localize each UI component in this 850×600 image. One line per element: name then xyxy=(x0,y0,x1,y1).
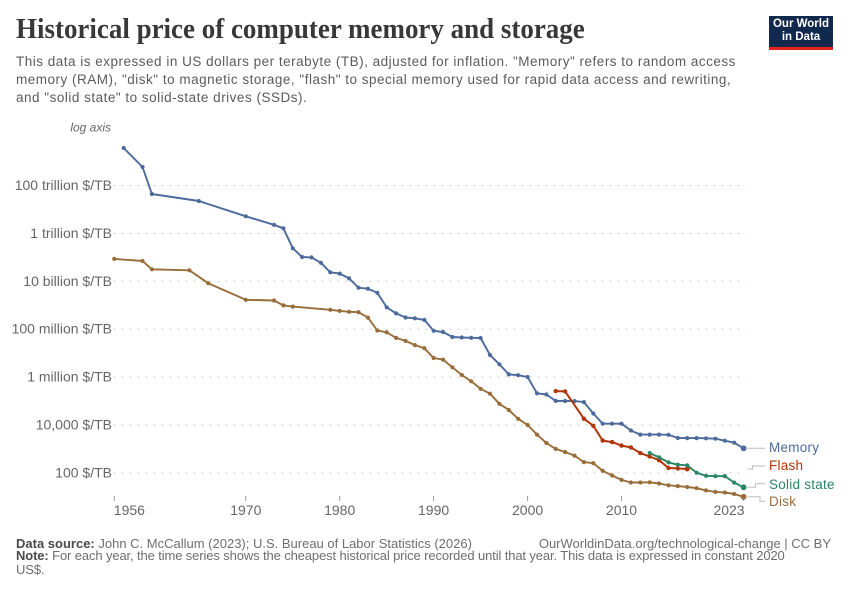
svg-text:1 trillion $/TB: 1 trillion $/TB xyxy=(30,225,112,241)
svg-text:2000: 2000 xyxy=(512,502,543,518)
svg-text:Flash: Flash xyxy=(769,458,803,473)
svg-text:Solid state: Solid state xyxy=(769,477,835,492)
svg-text:100 million $/TB: 100 million $/TB xyxy=(12,321,112,337)
svg-text:1 million $/TB: 1 million $/TB xyxy=(27,369,112,385)
svg-text:100 $/TB: 100 $/TB xyxy=(55,464,112,480)
svg-text:1990: 1990 xyxy=(418,502,449,518)
svg-text:Disk: Disk xyxy=(769,494,796,509)
svg-text:10 billion $/TB: 10 billion $/TB xyxy=(23,273,112,289)
svg-text:10,000 $/TB: 10,000 $/TB xyxy=(36,417,112,433)
svg-text:2023: 2023 xyxy=(713,502,744,518)
svg-text:log axis: log axis xyxy=(70,121,111,135)
svg-text:Memory: Memory xyxy=(769,440,819,455)
svg-text:100 trillion $/TB: 100 trillion $/TB xyxy=(15,177,112,193)
svg-text:2010: 2010 xyxy=(606,502,637,518)
svg-text:1980: 1980 xyxy=(324,502,355,518)
svg-text:1970: 1970 xyxy=(230,502,261,518)
svg-text:1956: 1956 xyxy=(114,502,145,518)
